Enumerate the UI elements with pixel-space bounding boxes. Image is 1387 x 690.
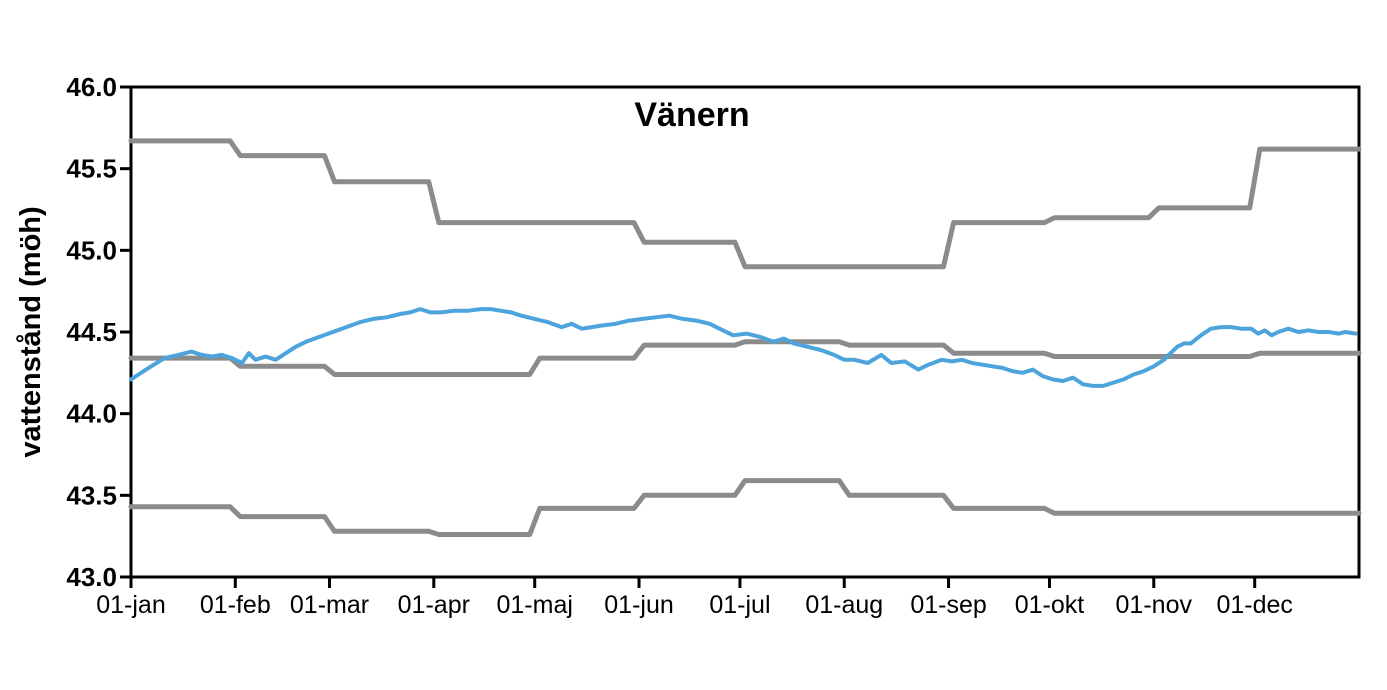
x-tick-label: 01-mar	[290, 591, 369, 619]
x-tick-label: 01-nov	[1116, 591, 1193, 619]
y-tick-label: 44.0	[66, 399, 117, 429]
x-tick-label: 01-jan	[96, 591, 166, 619]
x-tick-label: 01-aug	[805, 591, 883, 619]
y-tick-label: 43.0	[66, 562, 117, 592]
chart-generated-content: 46.0 45.5 45.0 44.5 44.0 43.5 43.001-jan 01-feb…	[66, 72, 1362, 619]
y-tick-label: 43.5	[66, 480, 117, 510]
x-tick-label: 01-jun	[604, 591, 674, 619]
x-tick-label: 01-jul	[709, 591, 770, 619]
upper-limit-line	[128, 138, 1362, 270]
y-tick-label: 45.5	[66, 154, 117, 184]
y-tick-label: 44.5	[66, 317, 117, 347]
vattenstand-observed-line	[129, 307, 1358, 388]
x-tick-label: 01-dec	[1216, 591, 1292, 619]
middle-reference-line	[128, 339, 1362, 377]
x-tick-label: 01-okt	[1015, 591, 1085, 619]
lower-limit-line	[128, 478, 1362, 537]
x-tick-label: 01-maj	[497, 591, 573, 619]
x-tick-label: 01-sep	[910, 591, 986, 619]
x-tick-label: 01-apr	[398, 591, 470, 619]
y-axis-title: vattenstånd (möh)	[15, 206, 47, 457]
x-tick-label: 01-feb	[200, 591, 271, 619]
y-tick-label: 46.0	[66, 72, 117, 102]
chart-title: Vänern	[634, 96, 749, 134]
y-tick-label: 45.0	[66, 235, 117, 265]
